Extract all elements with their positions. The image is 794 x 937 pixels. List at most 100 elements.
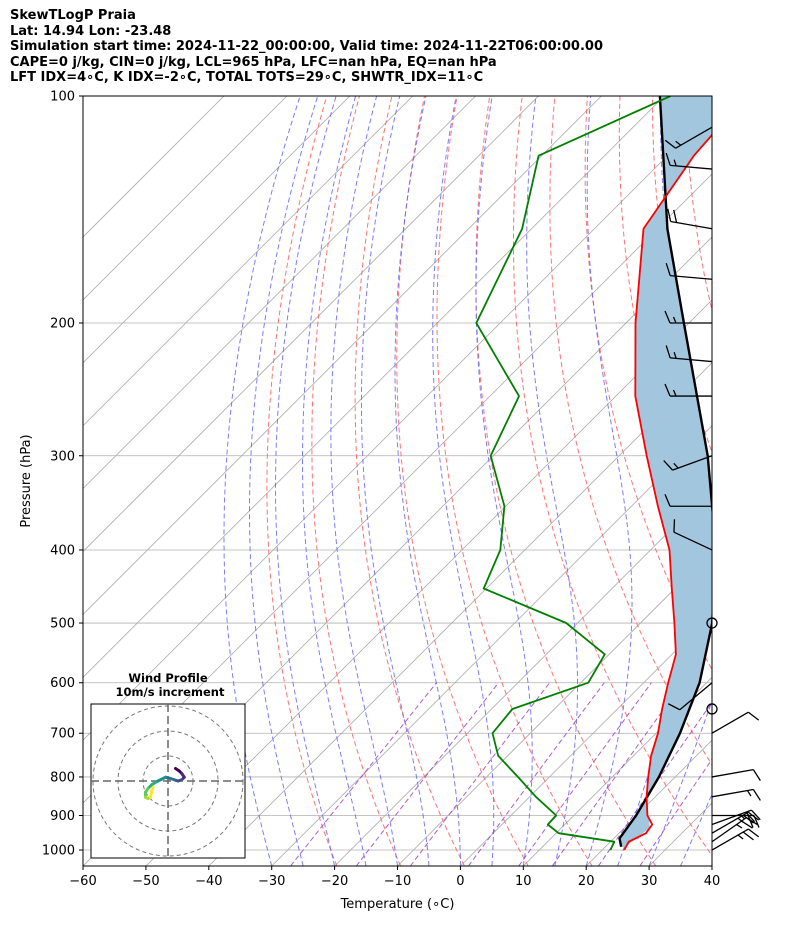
cin-shading — [620, 96, 712, 847]
wind-barb-half — [673, 462, 679, 469]
wind-barb-full — [665, 263, 671, 276]
wind-barb — [665, 345, 713, 363]
title-indices: LFT IDX=4∘C, K IDX=-2∘C, TOTAL TOTS=29∘C… — [10, 70, 484, 85]
isotherm-line — [83, 96, 665, 678]
y-tick-label: 900 — [50, 809, 75, 824]
moist-adiabat-line — [275, 96, 337, 866]
isotherm-line — [145, 299, 712, 866]
mixing-ratio-line — [597, 701, 712, 866]
y-tick-label: 400 — [50, 543, 75, 558]
wind-barb — [664, 126, 713, 149]
chart-title-block: SkewTLogP Praia Lat: 14.94 Lon: -23.48 S… — [10, 8, 603, 86]
hodograph-plot — [91, 704, 245, 858]
wind-barb-staff — [670, 274, 713, 280]
isotherm-line — [271, 425, 712, 866]
parcel-profile-line — [618, 96, 712, 847]
title-stability: CAPE=0 j/kg, CIN=0 j/kg, LCL=965 hPa, LF… — [10, 54, 497, 70]
y-tick-label: 800 — [50, 770, 75, 785]
wind-barb-half — [737, 834, 744, 840]
isotherm-line — [83, 96, 225, 238]
dry-adiabat-line — [513, 96, 712, 857]
dewpoint-profile-line — [475, 96, 671, 851]
wind-barb-full — [747, 811, 760, 821]
moist-adiabat-line — [711, 864, 712, 866]
y-tick-label: 600 — [50, 676, 75, 691]
wind-barb-staff — [711, 828, 749, 851]
wind-barb-full — [673, 209, 678, 223]
wind-barb-staff — [673, 531, 713, 551]
dry-adiabat-line — [354, 96, 465, 866]
dry-adiabat-line — [475, 96, 657, 866]
dry-adiabat-line — [396, 96, 529, 866]
x-tick-label: 20 — [578, 874, 595, 889]
y-tick-label: 700 — [50, 727, 75, 742]
isotherm-line — [334, 488, 712, 866]
isotherm-line — [83, 96, 288, 301]
moist-adiabat-line — [585, 96, 633, 866]
wind-barb-staff — [670, 220, 713, 230]
wind-barb — [665, 152, 713, 170]
isotherm-line — [460, 613, 712, 866]
wind-barb — [667, 208, 713, 230]
dry-adiabat-line — [584, 96, 712, 671]
mixing-ratio-line — [468, 682, 605, 866]
moist-adiabat-line — [617, 96, 699, 866]
isotherm-line — [83, 96, 476, 490]
dry-adiabat-line — [783, 96, 794, 866]
moist-adiabat-line — [394, 96, 461, 866]
moist-adiabat-line — [223, 96, 301, 866]
x-tick-label: 0 — [456, 874, 464, 889]
wind-barb-full — [745, 811, 756, 823]
wind-barb-full — [752, 769, 761, 781]
dry-adiabat-line — [266, 96, 338, 866]
isotherm-line — [83, 96, 351, 364]
wind-barb-staff — [711, 769, 754, 778]
wind-barb-half — [737, 817, 744, 823]
mixing-ratio-line — [290, 682, 437, 866]
x-tick-label: 40 — [704, 874, 721, 889]
x-tick-label: 10 — [515, 874, 532, 889]
x-tick-label: 30 — [641, 874, 658, 889]
y-tick-label: 500 — [50, 617, 75, 632]
wind-barb-full — [663, 460, 674, 471]
wind-barb-half — [672, 389, 677, 397]
wind-barb-staff — [711, 817, 747, 843]
wind-barb-full — [664, 310, 671, 324]
moist-adiabat-line — [249, 96, 319, 866]
mixing-ratio-line — [639, 758, 712, 866]
wind-barb-half — [675, 140, 682, 146]
isotherm-line — [83, 96, 602, 615]
x-tick-label: −40 — [195, 874, 222, 889]
y-tick-label: 200 — [50, 316, 75, 331]
wind-barb — [712, 814, 760, 828]
dry-adiabat-line — [750, 96, 794, 866]
title-times: Simulation start time: 2024-11-22_00:00:… — [10, 39, 603, 54]
wind-barb-full — [753, 815, 760, 828]
temperature-profile-line — [623, 133, 712, 851]
axes-layer: −60 −50 −40 −30 −20 −10 0 10 20 30 40 100 200 300 400 5… — [19, 90, 720, 913]
wind-barb-full — [667, 208, 672, 222]
wind-barb-half — [673, 352, 677, 359]
y-tick-label: 1000 — [42, 844, 75, 859]
wind-barb — [665, 263, 713, 280]
wind-barb-full — [752, 789, 761, 801]
mixing-ratio-line — [518, 682, 652, 866]
wind-barb — [711, 788, 761, 801]
wind-barb-full — [742, 831, 754, 841]
moist-adiabat-line — [302, 96, 367, 866]
grid-layer — [83, 96, 794, 866]
wind-barb-staff — [670, 164, 713, 170]
wind-barb — [673, 519, 713, 551]
dry-adiabat-line — [684, 96, 712, 313]
x-tick-label: −10 — [384, 874, 411, 889]
moist-adiabat-line — [432, 96, 495, 866]
x-tick-label: −20 — [321, 874, 348, 889]
moist-adiabat-line — [680, 793, 712, 866]
isotherm-line — [83, 110, 712, 741]
wind-barb-half — [672, 316, 677, 324]
hodograph-segment — [150, 785, 155, 793]
x-tick-label: −50 — [132, 874, 159, 889]
wind-barb — [711, 828, 760, 851]
